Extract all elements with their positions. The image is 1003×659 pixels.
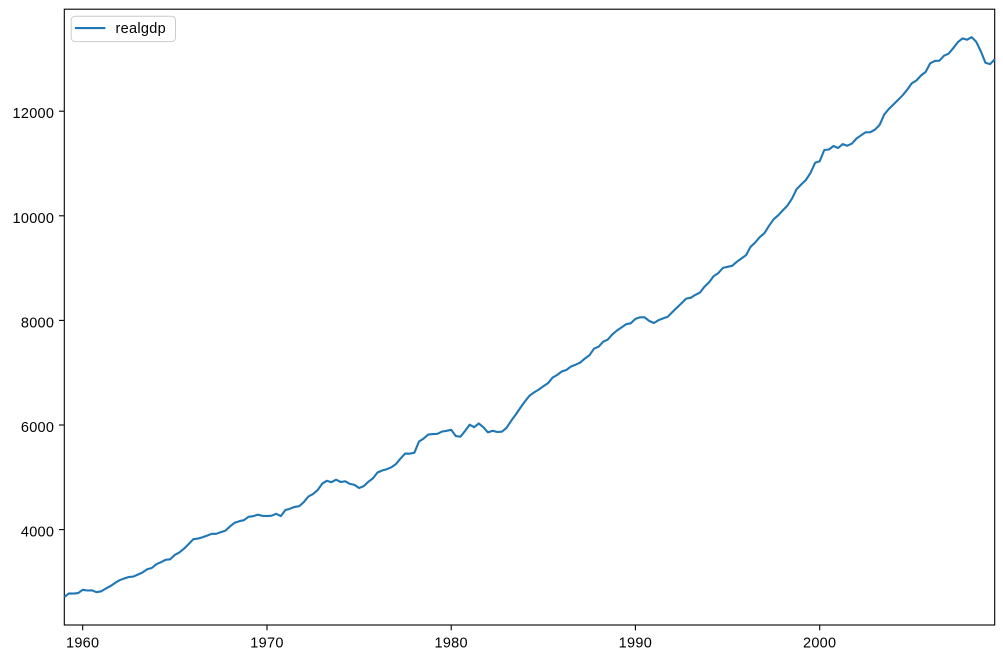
svg-text:1980: 1980 xyxy=(434,636,467,652)
svg-text:1960: 1960 xyxy=(66,636,99,652)
svg-text:2000: 2000 xyxy=(803,636,836,652)
svg-text:10000: 10000 xyxy=(12,211,54,227)
svg-text:1970: 1970 xyxy=(250,636,283,652)
svg-text:6000: 6000 xyxy=(21,420,54,436)
svg-text:4000: 4000 xyxy=(21,525,54,541)
svg-text:1990: 1990 xyxy=(619,636,652,652)
svg-text:8000: 8000 xyxy=(21,315,54,331)
svg-text:12000: 12000 xyxy=(12,106,54,122)
svg-text:realgdp: realgdp xyxy=(116,21,166,37)
